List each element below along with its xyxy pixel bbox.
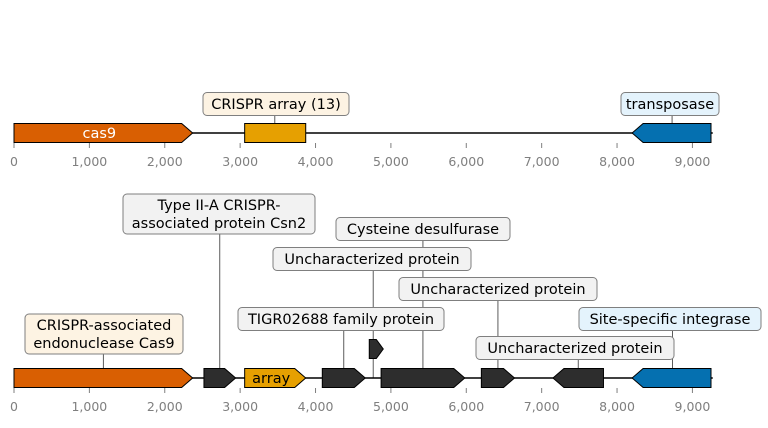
callout-box-background — [24, 313, 184, 355]
callout-box-background — [122, 193, 316, 235]
callout-label: Uncharacterized protein — [284, 252, 459, 268]
callout-label: TIGR02688 family protein — [247, 312, 434, 328]
callout-label: CRISPR-associated — [37, 318, 172, 334]
callout-box[interactable]: Site-specific integrase — [578, 307, 762, 331]
callout-box[interactable]: Uncharacterized protein — [475, 336, 675, 360]
axis-tick-label: 6,000 — [448, 154, 484, 169]
axis-tick-label: 6,000 — [448, 399, 484, 414]
gene-feature[interactable] — [631, 123, 712, 143]
axis-tick-label: 3,000 — [222, 399, 258, 414]
callout-box[interactable]: Uncharacterized protein — [398, 277, 598, 301]
gene-feature[interactable] — [13, 123, 194, 143]
callout-label: transposase — [626, 97, 714, 113]
axis-tick-label: 1,000 — [71, 154, 107, 169]
callout-box[interactable]: CRISPR array (13) — [202, 92, 350, 116]
track-1: cas9 0 1,000 2,000 3,000 4,000 5,000 6,000 7,000… — [10, 92, 720, 169]
gene-inner-label: cas9 — [83, 126, 117, 142]
axis-tick-label: 5,000 — [373, 399, 409, 414]
callout-label: Cysteine desulfurase — [347, 222, 499, 238]
axis-tick-label: 4,000 — [298, 399, 334, 414]
axis-tick-label: 7,000 — [524, 154, 560, 169]
callout-label: Uncharacterized protein — [410, 282, 585, 298]
gene-feature[interactable] — [552, 368, 604, 388]
gene-feature[interactable] — [480, 368, 516, 388]
callout-box-background — [202, 92, 350, 116]
callout-label: Site-specific integrase — [590, 312, 751, 328]
callout-box-background — [620, 92, 720, 116]
axis-tick-label: 8,000 — [599, 154, 635, 169]
callout-box[interactable]: Uncharacterized protein — [272, 247, 472, 271]
axis-tick-label: 2,000 — [147, 399, 183, 414]
callout-box-background — [237, 307, 445, 331]
callout-box-background — [335, 217, 511, 241]
axis-tick-label: 5,000 — [373, 154, 409, 169]
callout-box[interactable]: Type II-A CRISPR-associated protein Csn2 — [122, 193, 316, 235]
callout-box[interactable]: CRISPR-associated endonuclease Cas9 — [24, 313, 184, 355]
gene-feature[interactable] — [368, 339, 384, 359]
axis-tick-label: 8,000 — [599, 399, 635, 414]
callout-box[interactable]: TIGR02688 family protein — [237, 307, 445, 331]
axis-tick-label: 9,000 — [675, 399, 711, 414]
axis-tick-label: 4,000 — [298, 154, 334, 169]
gene-feature[interactable] — [321, 368, 367, 388]
callout-label: Type II-A CRISPR- — [156, 198, 280, 214]
callout-label: endonuclease Cas9 — [33, 336, 174, 352]
axis-tick-label: 2,000 — [147, 154, 183, 169]
callout-label: CRISPR array (13) — [211, 97, 341, 113]
axis-tick-label: 7,000 — [524, 399, 560, 414]
gene-feature[interactable] — [244, 123, 307, 143]
callout-box-background — [272, 247, 472, 271]
callout-box-background — [578, 307, 762, 331]
callout-box[interactable]: transposase — [620, 92, 720, 116]
axis-tick-label: 3,000 — [222, 154, 258, 169]
gene-feature[interactable] — [244, 368, 307, 388]
gene-feature[interactable] — [13, 368, 194, 388]
gene-feature[interactable] — [631, 368, 712, 388]
callout-box-background — [475, 336, 675, 360]
axis-tick-label: 0 — [10, 399, 18, 414]
callout-label: Uncharacterized protein — [487, 341, 662, 357]
track-2: array 0 1,000 2,000 3,000 4,000 5,000 6,000 7,00… — [10, 193, 762, 414]
gene-feature[interactable] — [203, 368, 237, 388]
axis-tick-label: 0 — [10, 154, 18, 169]
gene-feature[interactable] — [380, 368, 466, 388]
axis-tick-label: 9,000 — [675, 154, 711, 169]
gene-inner-label: array — [252, 371, 290, 387]
axis-tick-label: 1,000 — [71, 399, 107, 414]
callout-label: associated protein Csn2 — [132, 216, 306, 232]
callout-box[interactable]: Cysteine desulfurase — [335, 217, 511, 241]
callout-box-background — [398, 277, 598, 301]
